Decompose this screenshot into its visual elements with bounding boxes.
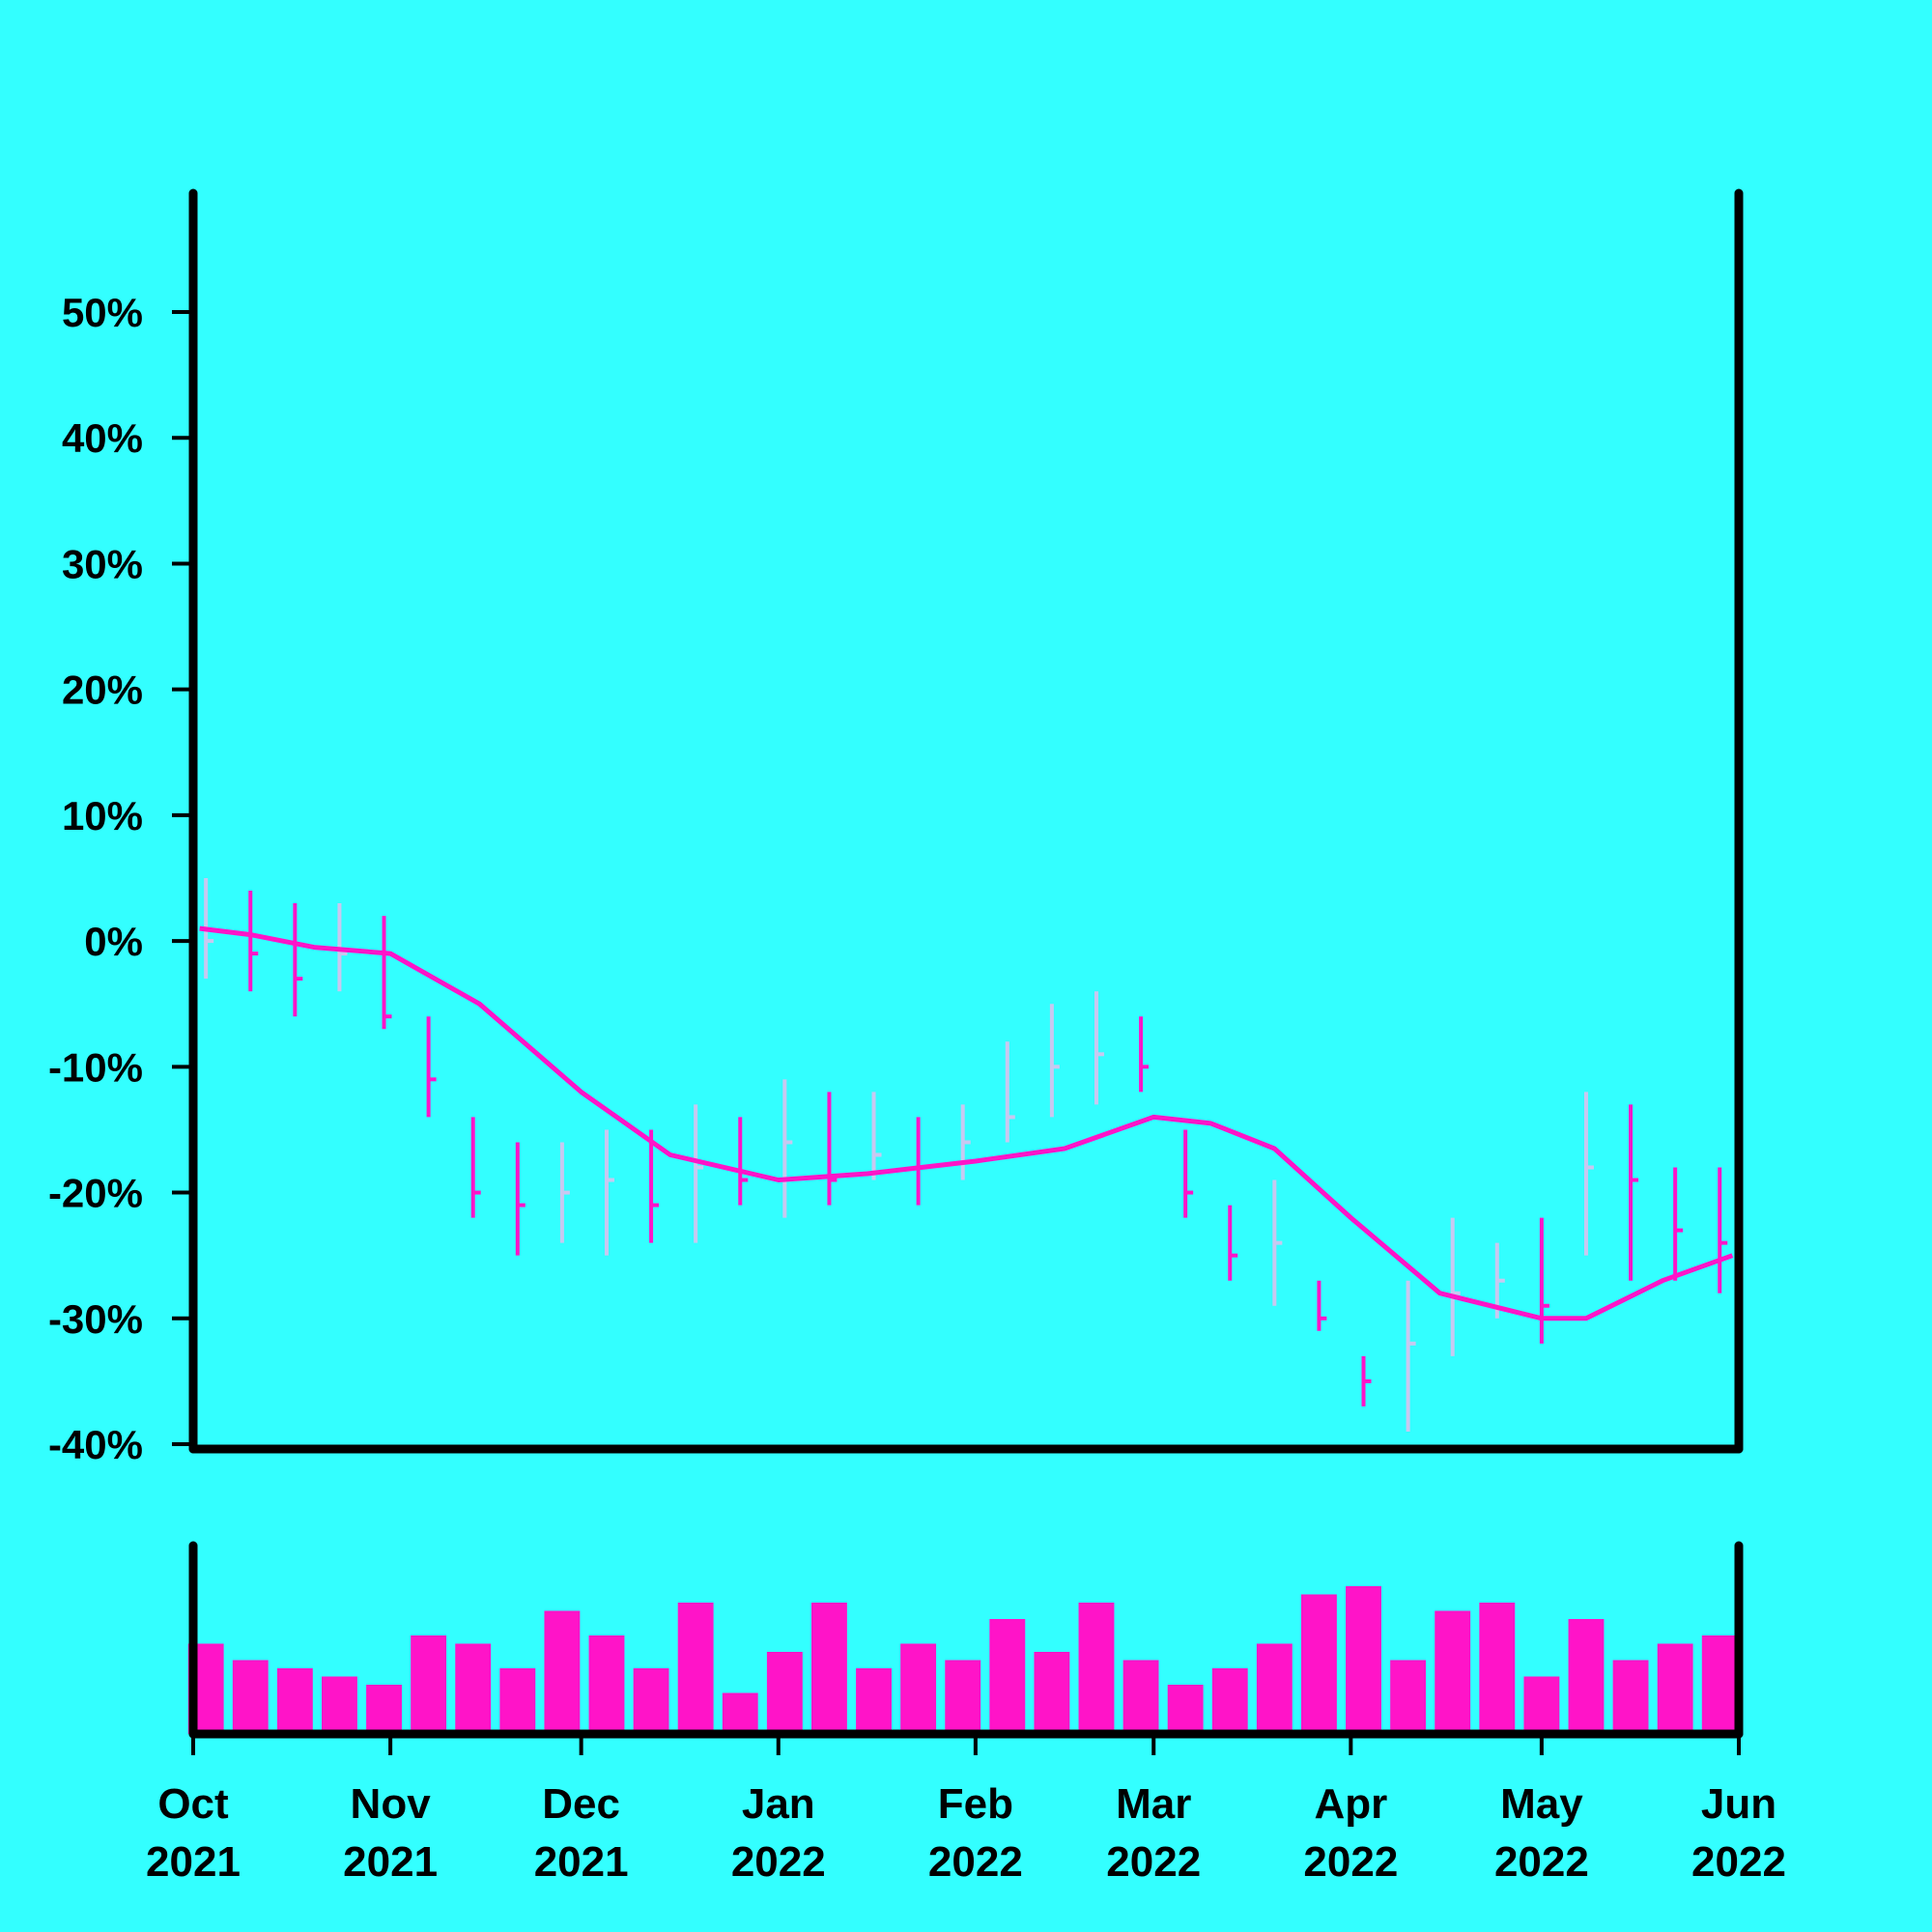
x-tick-year: 2021 [534, 1838, 629, 1886]
volume-bar [1657, 1643, 1693, 1734]
volume-bar [811, 1603, 847, 1734]
x-tick-month: Mar [1116, 1780, 1191, 1828]
y-tick-label: 30% [62, 541, 143, 586]
volume-bar [1612, 1660, 1649, 1734]
volume-bar [1167, 1685, 1204, 1734]
x-tick-month: Feb [938, 1780, 1013, 1828]
y-tick-label: 0% [84, 919, 143, 964]
x-axis-ticks: Oct 2021 Nov 2021 Dec 2021 Jan 2022 Feb 2022 Mar 20… [146, 1734, 1786, 1886]
volume-bar [633, 1668, 669, 1734]
volume-bar [1078, 1603, 1115, 1734]
x-tick-month: Apr [1314, 1780, 1387, 1828]
y-tick-label: 50% [62, 290, 143, 335]
volume-bar [945, 1660, 981, 1734]
y-tick-label: -40% [48, 1422, 143, 1467]
y-tick-label: -20% [48, 1171, 143, 1216]
x-tick-month: Jan [742, 1780, 815, 1828]
volume-bar [1701, 1635, 1738, 1734]
volume-bar [499, 1668, 536, 1734]
x-tick-year: 2022 [1691, 1838, 1786, 1886]
volume-bar [1346, 1586, 1381, 1734]
volume-bar [1211, 1668, 1248, 1734]
volume-bar [1435, 1610, 1471, 1734]
x-tick-month: Dec [542, 1780, 620, 1828]
volume-bar [722, 1692, 758, 1734]
volume-bar [1479, 1603, 1516, 1734]
volume-bar [900, 1643, 937, 1734]
x-tick-year: 2022 [1106, 1838, 1201, 1886]
volume-bar [1523, 1676, 1560, 1734]
volume-bar [766, 1652, 803, 1734]
volume-bars [187, 1586, 1738, 1734]
volume-bar [276, 1668, 313, 1734]
volume-bar [588, 1635, 625, 1734]
x-tick-year: 2021 [146, 1838, 241, 1886]
volume-bar [455, 1643, 492, 1734]
x-tick-year: 2022 [1494, 1838, 1589, 1886]
range-bars [204, 878, 1728, 1432]
x-tick-month: Jun [1701, 1780, 1776, 1828]
y-axis-ticks: -40% -30% -20% -10% 0% 10% 20% 30% 40% 50% [48, 290, 189, 1467]
volume-bar [232, 1660, 269, 1734]
volume-bar [1034, 1652, 1070, 1734]
axes [188, 188, 1744, 1739]
volume-bar [366, 1685, 402, 1734]
volume-bar [322, 1676, 357, 1734]
y-tick-label: -10% [48, 1044, 143, 1090]
x-tick-year: 2022 [731, 1838, 826, 1886]
volume-bar [989, 1619, 1026, 1734]
volume-bar [1390, 1660, 1427, 1734]
x-tick-year: 2022 [1303, 1838, 1398, 1886]
volume-bar [1122, 1660, 1159, 1734]
y-tick-label: 10% [62, 793, 143, 838]
volume-bar [677, 1603, 714, 1734]
x-tick-month: May [1500, 1780, 1583, 1828]
x-tick-month: Oct [157, 1780, 229, 1828]
y-tick-label: 40% [62, 415, 143, 461]
volume-bar [411, 1635, 447, 1734]
y-tick-label: 20% [62, 668, 143, 713]
y-tick-label: -30% [48, 1296, 143, 1342]
volume-bar [1300, 1594, 1337, 1734]
volume-bar [544, 1610, 581, 1734]
x-tick-month: Nov [351, 1780, 432, 1828]
volume-bar [856, 1668, 892, 1734]
volume-bar [1256, 1643, 1293, 1734]
moving-average-line [199, 925, 1734, 1321]
x-tick-year: 2022 [928, 1838, 1023, 1886]
volume-bar [1568, 1619, 1605, 1734]
x-tick-year: 2021 [343, 1838, 438, 1886]
